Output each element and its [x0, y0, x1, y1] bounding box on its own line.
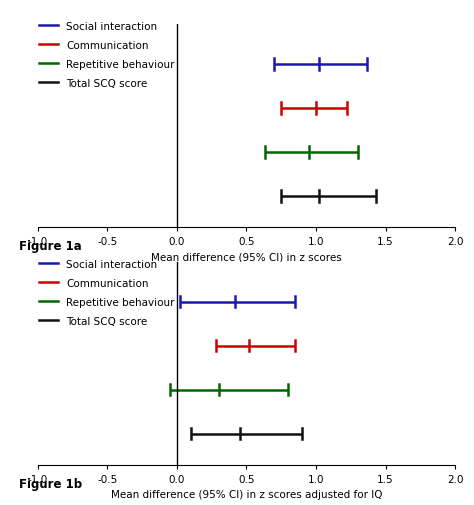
- Legend: Social interaction, Communication, Repetitive behaviour, Total SCQ score: Social interaction, Communication, Repet…: [38, 259, 175, 327]
- Legend: Social interaction, Communication, Repetitive behaviour, Total SCQ score: Social interaction, Communication, Repet…: [38, 21, 175, 90]
- Text: Figure 1b: Figure 1b: [19, 477, 82, 490]
- X-axis label: Mean difference (95% CI) in z scores: Mean difference (95% CI) in z scores: [151, 252, 342, 262]
- X-axis label: Mean difference (95% CI) in z scores adjusted for IQ: Mean difference (95% CI) in z scores adj…: [111, 489, 382, 499]
- Text: Figure 1a: Figure 1a: [19, 240, 82, 253]
